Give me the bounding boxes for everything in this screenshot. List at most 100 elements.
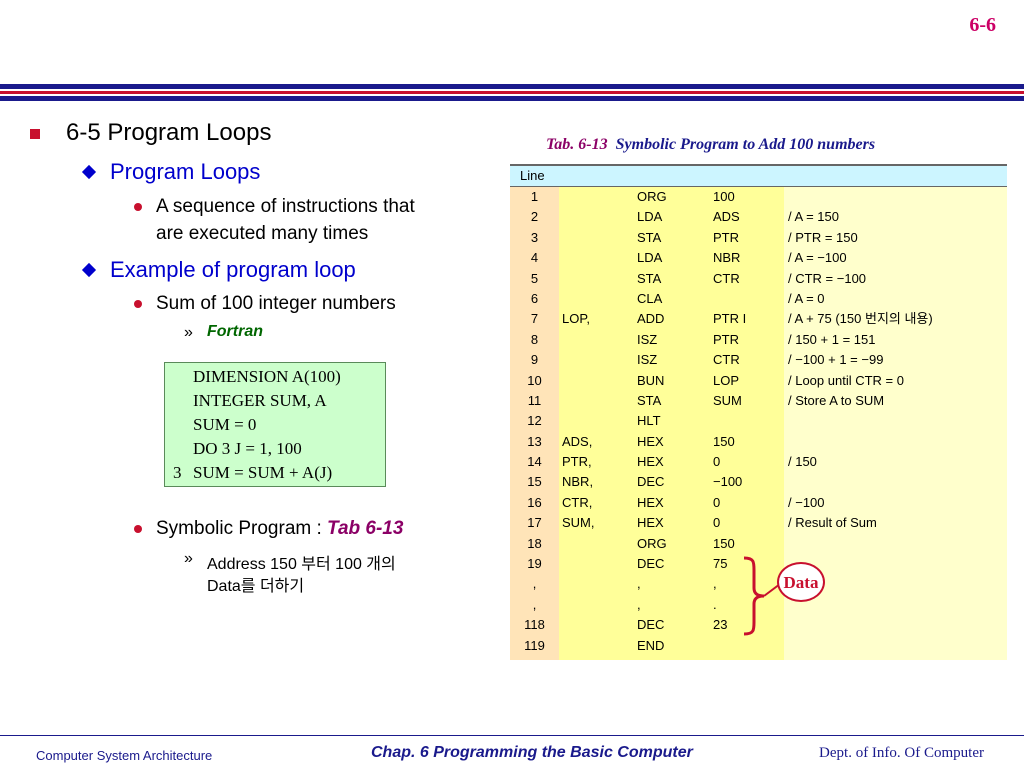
comment-cell: / Result of Sum (788, 515, 877, 531)
operand-cell: 100 (713, 189, 735, 204)
address-note-line2: Data를 더하기 (207, 578, 305, 595)
instruction-cell: END (637, 637, 665, 653)
table-header: Line (510, 166, 1007, 187)
sum-integers-item: Sum of 100 integer numbers (156, 293, 396, 314)
operand-cell: ADS (713, 209, 740, 225)
diamond-bullet-icon (81, 164, 97, 180)
loop-definition-line1: A sequence of instructions that (156, 196, 415, 217)
instruction-cell: ORG (637, 535, 667, 551)
operand-cell: CTR (713, 270, 740, 286)
table-caption: Tab. 6-13 Symbolic Program to Add 100 nu… (546, 136, 875, 154)
comment-cell: / A = −100 (788, 250, 847, 266)
line-cell: 7 (530, 311, 539, 327)
code-column-bg (559, 187, 784, 660)
fortran-line: INTEGER SUM, A (193, 391, 327, 410)
line-cell: 9 (530, 352, 539, 368)
comment-cell: / Store A to SUM (788, 392, 885, 408)
line-cell: 6 (530, 290, 539, 306)
line-cell: 5 (530, 270, 539, 286)
section-title: 6-5 Program Loops (66, 119, 272, 146)
label-cell: NBR, (562, 474, 594, 490)
table-row: 10 BUN LOP / Loop until CTR = 0 (510, 371, 1007, 391)
comment-cell: / 150 + 1 = 151 (788, 331, 876, 347)
instruction-cell: ISZ (637, 352, 658, 368)
raquo-bullet-icon: » (184, 324, 193, 341)
line-cell: 15 (527, 474, 542, 490)
operand-cell: PTR (713, 331, 739, 347)
line-cell: 14 (527, 454, 542, 470)
fortran-label: Fortran (207, 323, 263, 340)
square-bullet-icon (30, 129, 40, 139)
instruction-cell: LDA (637, 250, 663, 266)
loop-definition-line2: are executed many times (156, 223, 369, 244)
line-cell: 118 (524, 617, 545, 633)
instruction-cell: ORG (637, 189, 667, 204)
table-row: 13 ADS, HEX 150 (510, 432, 1007, 452)
line-cell: 11 (527, 392, 542, 408)
instruction-cell: STA (637, 392, 662, 408)
table-caption-number: Tab. 6-13 (546, 136, 608, 153)
page-number: 6-6 (969, 14, 996, 36)
fortran-statement-label: 3 (173, 463, 182, 482)
operand-cell: NBR (713, 250, 741, 266)
fortran-code-box: DIMENSION A(100) INTEGER SUM, A SUM = 0 … (164, 362, 386, 487)
header-divider (0, 84, 1024, 101)
line-cell: , (532, 596, 537, 612)
instruction-cell: DEC (637, 474, 665, 490)
comment-cell: / −100 + 1 = −99 (788, 352, 884, 368)
operand-cell: PTR I (713, 311, 747, 327)
line-cell: 3 (530, 229, 539, 245)
data-badge: Data (777, 562, 825, 602)
line-cell: 12 (527, 413, 542, 429)
label-cell: SUM, (562, 515, 595, 531)
table-row: 17 SUM, HEX 0 / Result of Sum (510, 513, 1007, 533)
table-row: 1 ORG 100 (510, 187, 1007, 207)
line-cell: 4 (530, 250, 539, 266)
subtopic-program-loops: Program Loops (110, 159, 261, 184)
line-cell: 8 (530, 331, 539, 347)
table-row: 3 STA PTR / PTR = 150 (510, 228, 1007, 248)
operand-cell: LOP (713, 372, 740, 388)
table-body: 1 ORG 100 2 LDA ADS / A = 150 3 STA PTR / PTR = 15… (510, 187, 1007, 656)
line-cell: 13 (527, 433, 542, 449)
fortran-line: SUM = SUM + A(J) (193, 463, 333, 482)
instruction-cell: ADD (637, 311, 665, 327)
footer-course: Computer System Architecture (36, 748, 213, 763)
table-row: 7 LOP, ADD PTR I / A + 75 (150 번지의 내용) (510, 309, 1007, 329)
operand-cell: 23 (713, 617, 728, 633)
operand-cell: −100 (713, 474, 743, 490)
table-reference-link[interactable]: Tab 6-13 (327, 518, 404, 539)
operand-cell: 0 (713, 494, 721, 510)
instruction-cell: HEX (637, 433, 664, 449)
curly-brace-icon (743, 556, 780, 636)
line-cell: 2 (530, 209, 539, 225)
instruction-cell: , (637, 576, 641, 592)
label-cell: CTR, (562, 494, 593, 510)
comment-cell: / −100 (788, 494, 825, 510)
footer-chapter: Chap. 6 Programming the Basic Computer (371, 744, 693, 761)
operand-cell: . (713, 596, 717, 612)
instruction-cell: CLA (637, 290, 663, 306)
instruction-cell: STA (637, 270, 662, 286)
label-cell: ADS, (562, 433, 593, 449)
comment-cell: / A = 0 (788, 290, 825, 306)
operand-cell: 150 (713, 535, 735, 551)
diamond-bullet-icon (81, 262, 97, 278)
table-row: 18 ORG 150 (510, 534, 1007, 554)
operand-cell: 0 (713, 515, 721, 531)
table-row: 2 LDA ADS / A = 150 (510, 207, 1007, 227)
table-row: 11 STA SUM / Store A to SUM (510, 391, 1007, 411)
instruction-cell: STA (637, 229, 662, 245)
instruction-cell: HEX (637, 494, 664, 510)
comment-cell: / PTR = 150 (788, 229, 858, 245)
table-row: ,,. (510, 595, 1007, 615)
table-row: 118 DEC 23 (510, 615, 1007, 635)
comment-cell: / CTR = −100 (788, 270, 867, 286)
table-row: ,,, (510, 574, 1007, 594)
table-row: 16 CTR, HEX 0 / −100 (510, 493, 1007, 513)
instruction-cell: , (637, 596, 641, 612)
symbolic-program-item: Symbolic Program : Tab 6-13 (156, 518, 403, 540)
table-row: 12 HLT (510, 411, 1007, 431)
comment-cell: / A + 75 (150 번지의 내용) (788, 311, 933, 327)
comment-cell: / A = 150 (788, 209, 839, 225)
